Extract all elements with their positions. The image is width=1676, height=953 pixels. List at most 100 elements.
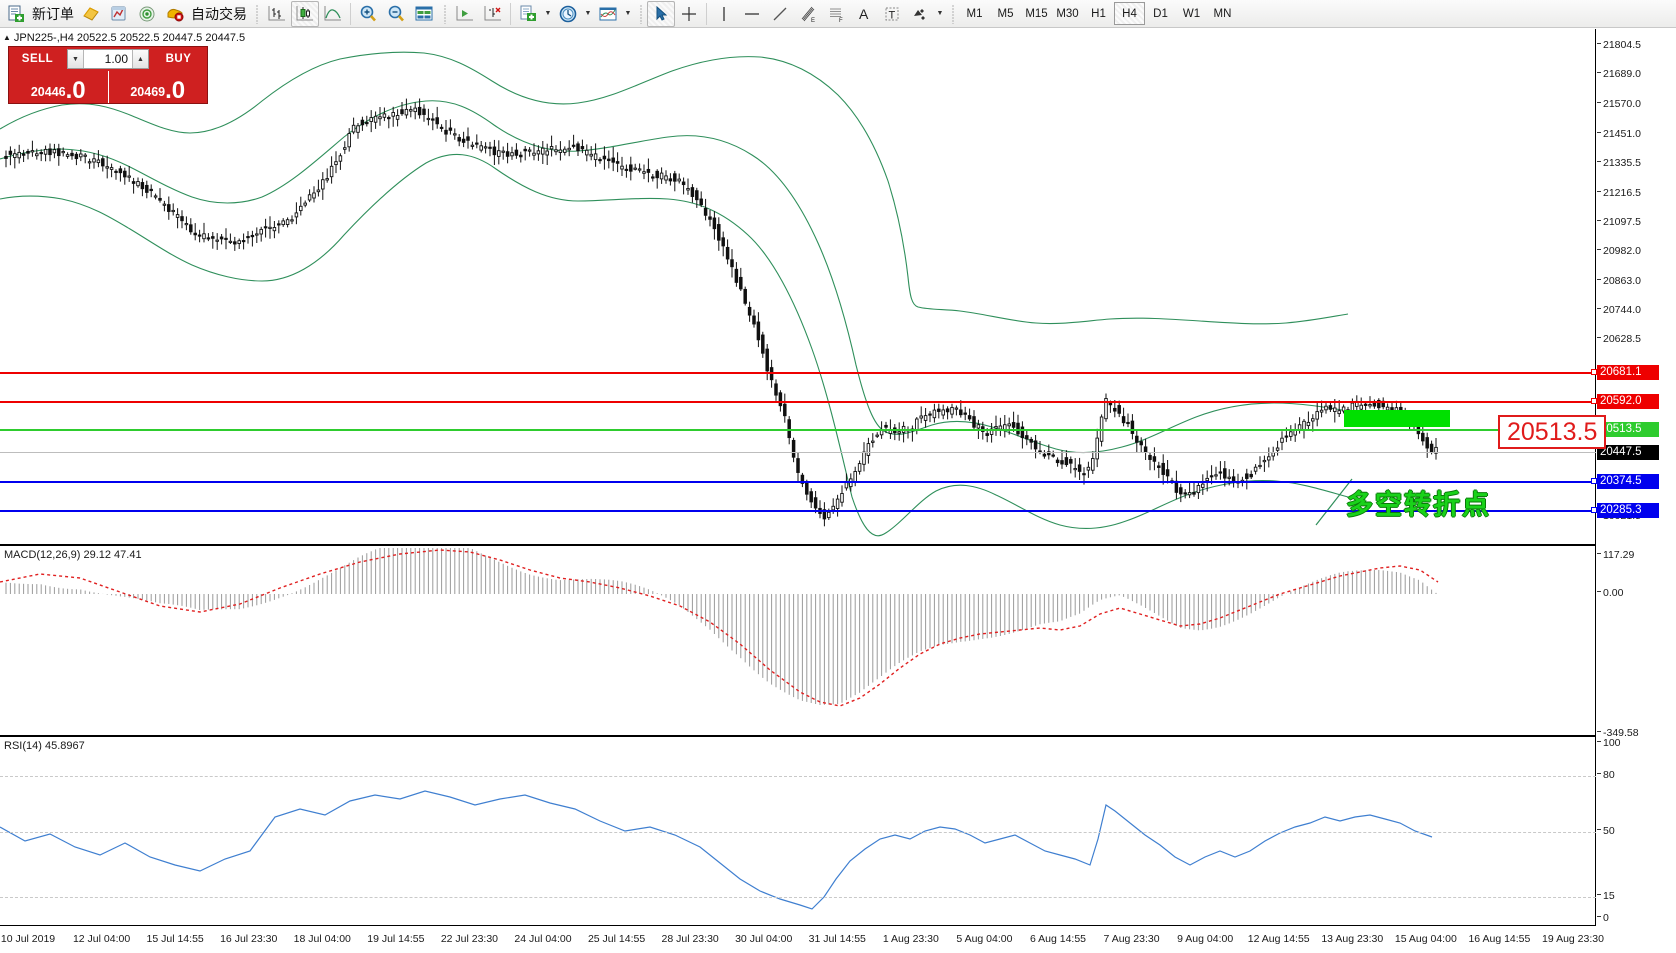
toolbar-grip-2[interactable]: [440, 3, 449, 24]
timeframe-d1[interactable]: D1: [1153, 7, 1168, 20]
resistance-line-1[interactable]: [0, 372, 1596, 374]
pivot-line-tag[interactable]: 20513.5: [1597, 422, 1659, 437]
price-tick-3: 21451.0: [1597, 128, 1641, 140]
time-tick-14: 6 Aug 14:55: [1029, 933, 1087, 945]
sell-button[interactable]: SELL: [21, 53, 54, 65]
text-icon[interactable]: A: [850, 1, 878, 27]
zoom-out-icon[interactable]: [382, 1, 410, 27]
candlestick-chart-icon[interactable]: [291, 0, 319, 27]
support-line-2[interactable]: [0, 510, 1596, 512]
shapes-dropdown-icon[interactable]: ▼: [936, 10, 944, 17]
toolbar-grip[interactable]: [252, 3, 261, 24]
fibonacci-icon[interactable]: F: [822, 1, 850, 27]
autotrading-label[interactable]: 自动交易: [191, 5, 247, 22]
time-tick-2: 15 Jul 14:55: [146, 933, 204, 945]
timeframe-w1[interactable]: W1: [1182, 7, 1201, 20]
timeframe-m5[interactable]: M5: [997, 7, 1014, 20]
support-line-1[interactable]: [0, 481, 1596, 483]
sell-price-integer: 20446: [30, 85, 66, 99]
time-axis[interactable]: 10 Jul 2019 12 Jul 04:00 15 Jul 14:55 16 Ju…: [0, 927, 1604, 953]
toolbar-grip-4[interactable]: [948, 3, 957, 24]
highlight-rectangle[interactable]: [1344, 410, 1450, 427]
volume-increase-icon[interactable]: ▲: [132, 50, 148, 68]
resistance-line-2[interactable]: [0, 401, 1596, 403]
volume-value[interactable]: 1.00: [84, 50, 132, 68]
price-annotation-box[interactable]: 20513.5: [1498, 415, 1607, 449]
time-tick-0: 10 Jul 2019: [0, 933, 56, 945]
text-label-icon[interactable]: T: [878, 1, 906, 27]
timeframe-mn[interactable]: MN: [1213, 7, 1232, 20]
collapse-triangle-icon[interactable]: ▲: [3, 33, 11, 42]
support-line-2-handle[interactable]: [1591, 507, 1597, 513]
mql-community-icon[interactable]: [133, 1, 161, 27]
new-order-icon[interactable]: [2, 1, 30, 27]
equidistant-channel-icon[interactable]: E: [794, 1, 822, 27]
timeframe-h1[interactable]: H1: [1091, 7, 1106, 20]
autotrading-icon[interactable]: [161, 1, 189, 27]
horizontal-line-icon[interactable]: [738, 1, 766, 27]
zoom-in-icon[interactable]: [354, 1, 382, 27]
tile-windows-icon[interactable]: [410, 1, 438, 27]
crosshair-icon[interactable]: [675, 1, 703, 27]
indicators-dropdown-icon[interactable]: ▼: [624, 10, 632, 17]
price-tick-4: 21335.5: [1597, 157, 1641, 169]
price-pane[interactable]: [0, 29, 1596, 546]
line-chart-icon[interactable]: [319, 1, 347, 27]
price-tick-8: 20863.0: [1597, 275, 1641, 287]
templates-dropdown-icon[interactable]: ▼: [544, 10, 552, 17]
resistance-line-2-tag[interactable]: 20592.0: [1597, 394, 1659, 409]
price-tick-10: 20628.5: [1597, 333, 1641, 345]
resistance-line-2-handle[interactable]: [1591, 398, 1597, 404]
svg-text:E: E: [811, 18, 815, 24]
volume-stepper[interactable]: ▼ 1.00 ▲: [67, 49, 149, 69]
resistance-line-1-handle[interactable]: [1591, 369, 1597, 375]
toolbar-divider: [350, 2, 351, 25]
buy-price[interactable]: 20469 .0: [107, 71, 208, 103]
buy-button[interactable]: BUY: [165, 53, 192, 65]
shapes-icon[interactable]: [906, 1, 934, 27]
rsi-pane[interactable]: RSI(14) 45.8967: [0, 739, 1596, 926]
chart-window[interactable]: MACD(12,26,9) 29.12 47.41 RSI(14) 45.896…: [0, 28, 1676, 953]
price-axis[interactable]: 21804.5 21689.0 21570.0 21451.0 21335.5 21216…: [1597, 29, 1676, 926]
macd-tick-0: 117.29: [1597, 549, 1634, 561]
timeframe-m1[interactable]: M1: [966, 7, 983, 20]
support-line-2-tag[interactable]: 20285.3: [1597, 503, 1659, 518]
time-tick-10: 30 Jul 04:00: [735, 933, 793, 945]
period-dropdown-icon[interactable]: ▼: [584, 10, 592, 17]
rsi-grid-80: [0, 776, 1596, 777]
svg-text:A: A: [859, 6, 869, 22]
macd-pane[interactable]: MACD(12,26,9) 29.12 47.41: [0, 548, 1596, 737]
trendline-icon[interactable]: [766, 1, 794, 27]
last-price-line-tag[interactable]: 20447.5: [1597, 445, 1659, 460]
expert-advisor-icon[interactable]: [77, 1, 105, 27]
time-tick-7: 24 Jul 04:00: [514, 933, 572, 945]
macd-series-svg: [0, 548, 1439, 707]
timeframe-h4[interactable]: H4: [1114, 2, 1145, 25]
toolbar-grip-3[interactable]: [636, 3, 645, 24]
pivot-line[interactable]: [0, 429, 1596, 431]
volume-decrease-icon[interactable]: ▼: [68, 50, 84, 68]
macd-label: MACD(12,26,9) 29.12 47.41: [4, 549, 142, 561]
time-tick-6: 22 Jul 23:30: [440, 933, 499, 945]
chinese-annotation[interactable]: 多空转折点: [1346, 490, 1491, 520]
support-line-1-tag[interactable]: 20374.5: [1597, 474, 1659, 489]
auto-scroll-icon[interactable]: [479, 1, 507, 27]
resistance-line-1-tag[interactable]: 20681.1: [1597, 365, 1659, 380]
chart-shift-icon[interactable]: [451, 1, 479, 27]
timeframe-m15[interactable]: M15: [1025, 7, 1048, 20]
strategy-tester-icon[interactable]: [105, 1, 133, 27]
new-order-label[interactable]: 新订单: [32, 5, 74, 22]
timeframe-m30[interactable]: M30: [1056, 7, 1079, 20]
period-icon[interactable]: [554, 1, 582, 27]
vertical-line-icon[interactable]: [710, 1, 738, 27]
support-line-1-handle[interactable]: [1591, 478, 1597, 484]
cursor-icon[interactable]: [647, 0, 675, 27]
templates-icon[interactable]: [514, 1, 542, 27]
sell-price[interactable]: 20446 .0: [9, 71, 108, 103]
plot-area[interactable]: MACD(12,26,9) 29.12 47.41 RSI(14) 45.896…: [0, 29, 1607, 926]
rsi-tick-0: 100: [1597, 737, 1621, 749]
bar-chart-icon[interactable]: [263, 1, 291, 27]
indicators-icon[interactable]: [594, 1, 622, 27]
one-click-trading-panel[interactable]: SELL ▼ 1.00 ▲ BUY 20446 .0 20469 .0: [8, 46, 208, 104]
svg-text:T: T: [889, 9, 896, 21]
